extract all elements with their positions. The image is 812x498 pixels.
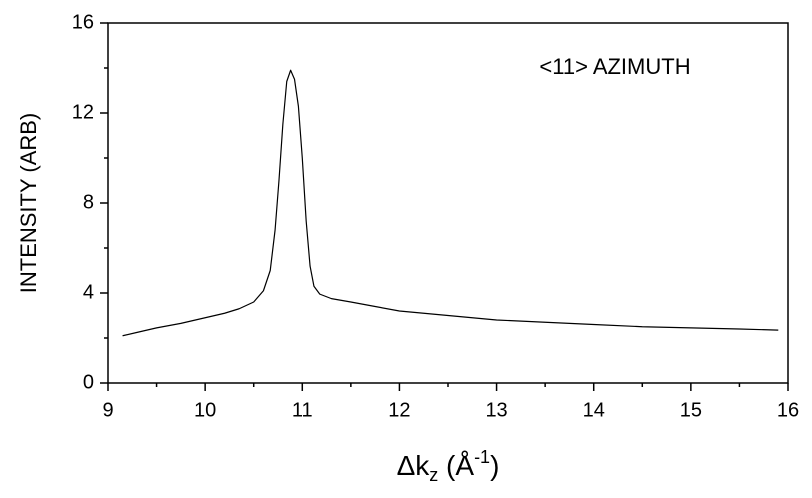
y-axis-label: INTENSITY (ARB) (16, 113, 41, 294)
x-tick-label: 16 (777, 399, 799, 421)
x-tick-label: 11 (292, 399, 313, 421)
x-label-part: ) (490, 450, 499, 481)
y-tick-label: 4 (83, 281, 94, 303)
x-axis-label: Δkz (Å-1) (397, 447, 500, 485)
x-tick-label: 12 (388, 399, 410, 421)
y-tick-label: 12 (72, 101, 94, 123)
data-line (122, 69, 779, 337)
x-tick-label: 10 (194, 399, 216, 421)
x-label-sup: -1 (474, 447, 490, 467)
x-tick-label: 9 (102, 399, 113, 421)
y-tick-label: 16 (72, 11, 94, 33)
x-tick-label: 14 (583, 399, 605, 421)
x-tick-label: 15 (680, 399, 702, 421)
x-label-part: Δk (397, 450, 431, 481)
x-tick-label: 13 (485, 399, 507, 421)
x-label-sub: z (429, 465, 438, 485)
x-label-part: (Å (438, 450, 474, 481)
y-tick-label: 0 (83, 371, 94, 393)
y-tick-label: 8 (83, 191, 94, 213)
annotation: <11> AZIMUTH (539, 54, 690, 79)
